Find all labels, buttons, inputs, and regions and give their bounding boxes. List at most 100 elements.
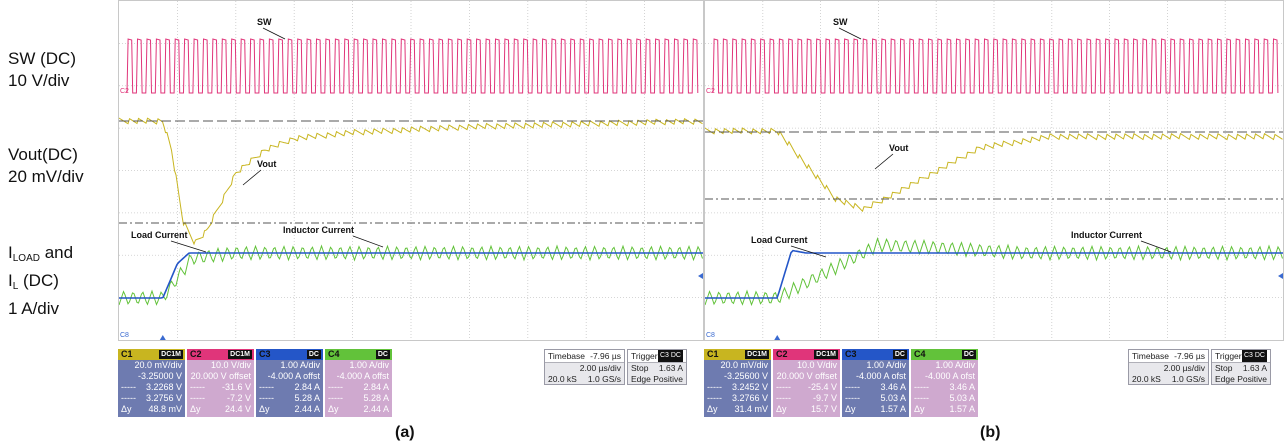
- trigger-header: Trigger C3 DC: [628, 350, 686, 363]
- current-axis-label: ILOAD and IL (DC) 1 A/div: [8, 242, 73, 320]
- coupling-badge: DC: [892, 350, 907, 359]
- channel-row-value: 5.03 A: [880, 393, 906, 403]
- channel-name: C3: [845, 349, 857, 359]
- channel-row: ----- -25.4 V: [773, 382, 840, 393]
- scope-a: SW Vout Load Current Inductor Current C2 C8 (…: [118, 0, 704, 445]
- channel-row-value: 48.8 mV: [148, 404, 182, 414]
- channel-row: Δy 2.44 A: [325, 404, 392, 415]
- timebase-samples: 20.0 kS: [1132, 374, 1161, 384]
- channel-row: ----- 3.46 A: [842, 382, 909, 393]
- vout-trace: [705, 127, 1283, 213]
- timebase-srate: 1.0 GS/s: [587, 374, 621, 384]
- load-current-trace: [119, 252, 703, 299]
- channel-row: Δy 48.8 mV: [118, 404, 185, 415]
- c2-marker: C2: [706, 88, 715, 95]
- timebase-box[interactable]: Timebase -7.96 µs 2.00 µs/div 20.0 kS 1.0 GS…: [544, 349, 625, 385]
- channel-row: ----- -9.7 V: [773, 393, 840, 404]
- scope-b: SW Vout Load Current Inductor Current C2 C8 (…: [704, 0, 1286, 445]
- channel-row: 20.000 V offset: [773, 371, 840, 382]
- channel-row: Δy 2.44 A: [256, 404, 323, 415]
- iload-main: I: [8, 243, 13, 262]
- sw-axis-label: SW (DC) 10 V/div: [8, 48, 76, 92]
- il-rest: (DC): [18, 271, 59, 290]
- channel-row-label: -----: [259, 393, 274, 403]
- channel-panel-c2[interactable]: C2 DC1M 10.0 V/div 20.000 V offset ----- -31.…: [187, 349, 254, 417]
- channel-row-value: 2.84 A: [294, 382, 320, 392]
- il-main: I: [8, 271, 13, 290]
- timebase-label: Timebase: [548, 351, 586, 361]
- channel-row-label: Δy: [707, 404, 718, 414]
- timebase-delay: -7.96 µs: [590, 351, 621, 361]
- channel-row-label: Δy: [845, 404, 856, 414]
- channel-row-value: -3.25000 V: [137, 371, 182, 381]
- channel-panel-c1[interactable]: C1 DC1M 20.0 mV/div -3.25000 V ----- 3.2268 V…: [118, 349, 185, 417]
- inductor-current-trace: [705, 237, 1283, 307]
- channel-row-value: 5.28 A: [363, 393, 389, 403]
- iload-rest: and: [39, 243, 74, 262]
- channel-row-value: 31.4 mV: [734, 404, 768, 414]
- trigger-level: 1.63 A: [1242, 363, 1267, 373]
- timebase-srate: 1.0 GS/s: [1171, 374, 1205, 384]
- sw-annotation: SW: [257, 17, 272, 27]
- channel-panel-c2[interactable]: C2 DC1M 10.0 V/div 20.000 V offset ----- -25.…: [773, 349, 840, 417]
- channel-row-value: 1.57 A: [880, 404, 906, 414]
- channel-row-value: 20.000 V offset: [776, 371, 837, 381]
- channel-row-label: -----: [914, 393, 929, 403]
- load-current-annotation: Load Current: [131, 230, 188, 240]
- channel-row-value: -3.25600 V: [723, 371, 768, 381]
- channel-name: C2: [190, 349, 202, 359]
- channel-row: Δy 24.4 V: [187, 404, 254, 415]
- channel-panel-c4[interactable]: C4 DC 1.00 A/div -4.000 A offst ----- 2.84 A-…: [325, 349, 392, 417]
- timebase-line: 2.00 µs/div: [1129, 363, 1208, 374]
- channel-row-label: -----: [707, 393, 722, 403]
- channel-row: ----- 2.84 A: [325, 382, 392, 393]
- channel-header: C2 DC1M: [773, 349, 840, 360]
- inductor-current-annotation: Inductor Current: [1071, 230, 1142, 240]
- channel-row-value: 3.2452 V: [731, 382, 768, 392]
- trigger-box[interactable]: Trigger C3 DC Stop 1.63 A Edge Positive: [1211, 349, 1271, 385]
- iload-sub: LOAD: [12, 253, 40, 264]
- vout-label-line2: 20 mV/div: [8, 167, 84, 186]
- channel-row-label: -----: [259, 382, 274, 392]
- channel-row-value: 10.0 V/div: [210, 360, 251, 370]
- coupling-badge: DC: [375, 350, 390, 359]
- channel-header: C4 DC: [325, 349, 392, 360]
- coupling-badge: DC1M: [228, 350, 252, 359]
- channel-row-value: 3.2766 V: [731, 393, 768, 403]
- channel-row: 1.00 A/div: [256, 360, 323, 371]
- scope-a-caption: (a): [395, 424, 415, 441]
- channel-row: -4.000 A offst: [325, 371, 392, 382]
- channel-row: Δy 1.57 A: [911, 404, 978, 415]
- channel-panel-c4[interactable]: C4 DC 1.00 A/div -4.000 A ofst ----- 3.46 A --…: [911, 349, 978, 417]
- channel-row-value: 2.44 A: [294, 404, 320, 414]
- channel-row: ----- 3.46 A: [911, 382, 978, 393]
- coupling-badge: DC: [306, 350, 321, 359]
- trigger-level-marker: [698, 273, 703, 279]
- timebase-line: 2.00 µs/div: [545, 363, 624, 374]
- trigger-label: Trigger: [631, 351, 658, 361]
- coupling-badge: DC1M: [745, 350, 769, 359]
- channel-row-value: 1.00 A/div: [935, 360, 975, 370]
- channel-name: C4: [328, 349, 340, 359]
- channel-header: C4 DC: [911, 349, 978, 360]
- vout-annotation: Vout: [889, 143, 908, 153]
- channel-row-label: -----: [845, 393, 860, 403]
- timebase-rate: 2.00 µs/div: [1163, 363, 1205, 373]
- channel-panel-c1[interactable]: C1 DC1M 20.0 mV/div -3.25600 V ----- 3.2452 V…: [704, 349, 771, 417]
- channel-name: C3: [259, 349, 271, 359]
- trigger-label: Trigger: [1215, 351, 1242, 361]
- il-label-line: IL (DC): [8, 270, 73, 298]
- trigger-box[interactable]: Trigger C3 DC Stop 1.63 A Edge Positive: [627, 349, 687, 385]
- channel-row-value: 24.4 V: [224, 404, 251, 414]
- channel-row: 1.00 A/div: [842, 360, 909, 371]
- sw-label-line1: SW (DC): [8, 49, 76, 68]
- channel-row: ----- 2.84 A: [256, 382, 323, 393]
- timebase-box[interactable]: Timebase -7.96 µs 2.00 µs/div 20.0 kS 1.0 GS…: [1128, 349, 1209, 385]
- channel-panel-c3[interactable]: C3 DC 1.00 A/div -4.000 A offst ----- 2.84 A-…: [256, 349, 323, 417]
- vout-label-line1: Vout(DC): [8, 145, 78, 164]
- channel-panel-c3[interactable]: C3 DC 1.00 A/div -4.000 A ofst ----- 3.46 A --…: [842, 349, 909, 417]
- channel-row: -3.25000 V: [118, 371, 185, 382]
- sw-label-line2: 10 V/div: [8, 71, 70, 90]
- inductor-leader: [352, 235, 384, 248]
- load-current-annotation: Load Current: [751, 235, 808, 245]
